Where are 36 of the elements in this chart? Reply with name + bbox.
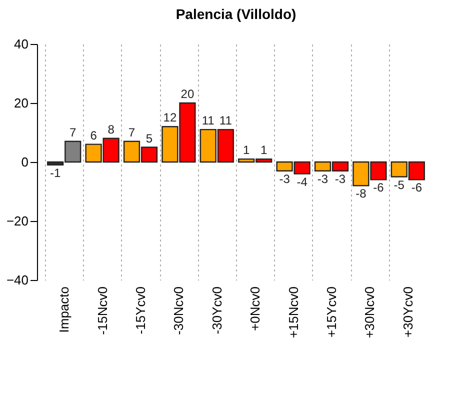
x-tick-label: -30Ycv0	[209, 286, 224, 334]
data-label: 20	[180, 87, 194, 101]
data-label: -4	[296, 174, 308, 189]
x-tick-label: -15Ycv0	[133, 286, 148, 334]
data-label: 8	[108, 122, 115, 136]
data-label: 1	[242, 143, 250, 158]
data-label: 5	[146, 131, 153, 146]
data-label: -6	[373, 180, 384, 195]
y-tick-label: 20	[14, 96, 28, 110]
data-label: 6	[90, 128, 98, 142]
data-label: -3	[334, 172, 346, 186]
x-tick-label: -15Ncv0	[94, 286, 110, 335]
y-tick-label: −40	[6, 272, 28, 288]
data-label: -8	[356, 186, 367, 201]
x-tick-label: +15Ncv0	[286, 286, 301, 338]
data-label: -3	[279, 172, 290, 186]
data-label: 12	[163, 110, 177, 125]
y-tick-label: −20	[6, 214, 28, 228]
y-tick-label: 40	[14, 36, 28, 52]
x-tick-label: +15Ycv0	[324, 286, 339, 338]
x-tick-label: +30Ycv0	[400, 286, 416, 338]
data-label: 7	[70, 125, 77, 140]
x-tick-label: Impacto	[56, 286, 72, 333]
data-label: -1	[50, 166, 61, 180]
x-tick-label: +0Ncv0	[248, 286, 263, 331]
data-label: 11	[219, 114, 232, 128]
x-tick-label: +30Ncv0	[362, 286, 378, 338]
x-tick-label: -30Ncv0	[171, 286, 186, 335]
data-label: 11	[202, 114, 215, 128]
data-label: -5	[394, 178, 405, 192]
chart-title: Palencia (Villoldo)	[176, 6, 296, 22]
data-label: -3	[317, 172, 328, 186]
data-label: 7	[128, 125, 136, 140]
data-label: -6	[411, 180, 422, 195]
y-tick-label: 0	[21, 154, 28, 170]
data-label: 1	[260, 143, 268, 158]
